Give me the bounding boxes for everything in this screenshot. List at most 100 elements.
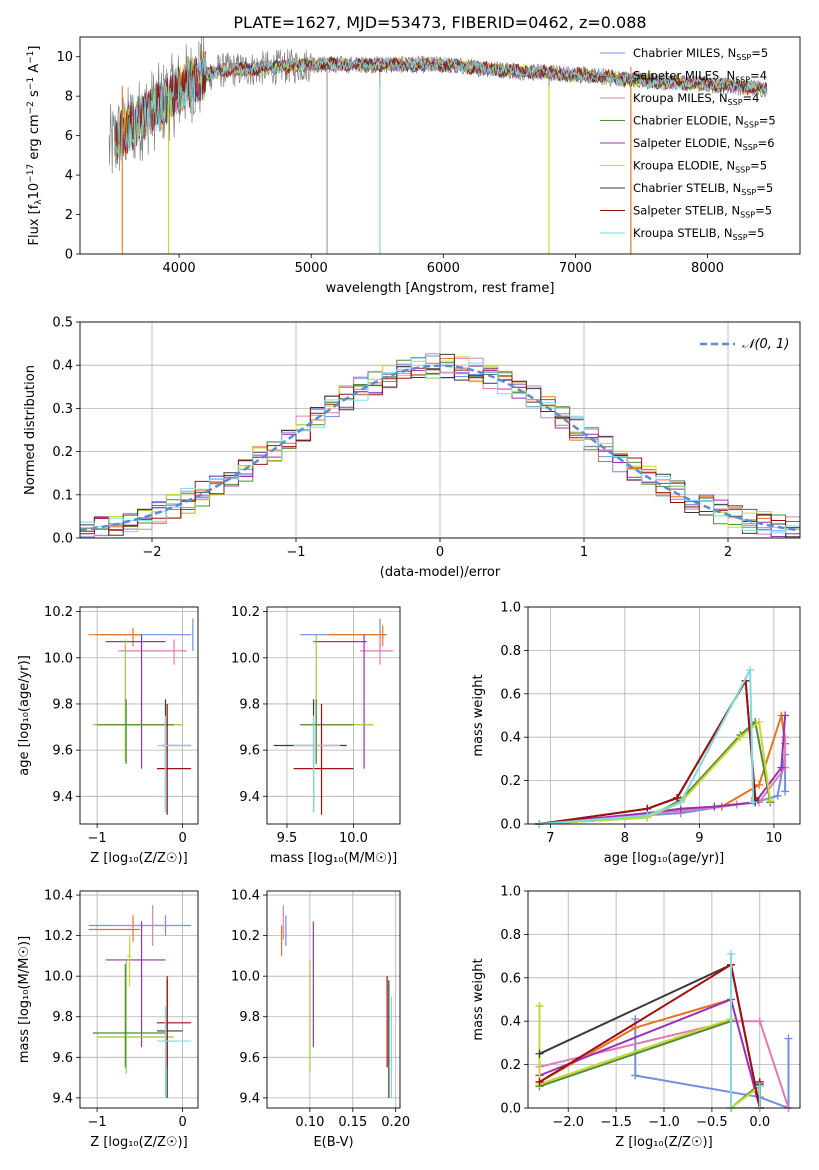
x-axis-label: (data-model)/error: [380, 565, 501, 580]
weight-marker: [784, 1034, 793, 1043]
y-tick-label: 0.0: [500, 818, 521, 833]
legend-sub: SSP: [740, 211, 755, 220]
weight-marker: [755, 718, 764, 727]
legend-entry: Salpeter ELODIE, NSSP=6: [633, 136, 775, 152]
label-part: λ: [34, 199, 44, 205]
legend-model: Kroupa STELIB, N: [633, 226, 733, 240]
x-tick-label: 5000: [295, 261, 328, 276]
weight-marker: [631, 1015, 640, 1024]
weight-series-line: [539, 720, 772, 824]
legend-n: =5: [751, 46, 768, 60]
label-part: −1: [26, 51, 36, 64]
weight-marker: [676, 798, 685, 807]
y-tick-label: 9.6: [239, 1051, 260, 1066]
histogram-series: [80, 357, 800, 538]
x-tick-label: −1.0: [648, 1115, 680, 1130]
y-tick-label: 0.5: [52, 316, 73, 331]
x-axis-label: E(B-V): [313, 1135, 353, 1150]
legend-model: Kroupa ELODIE, N: [633, 159, 735, 173]
label-part: −2: [26, 101, 36, 114]
y-tick-label: 9.6: [52, 744, 73, 759]
weight-marker: [781, 711, 790, 720]
label-part: 10: [27, 183, 42, 200]
x-tick-label: 4000: [163, 261, 196, 276]
legend-n: =4: [743, 91, 760, 105]
weight-marker: [535, 1077, 544, 1086]
legend-entry: Kroupa MILES, NSSP=4: [633, 91, 759, 107]
y-tick-label: 10.2: [231, 605, 260, 620]
x-tick-label: −2: [142, 545, 161, 560]
legend-n: =6: [758, 136, 775, 150]
weight-vs-age-panel: 7 8 9 10 0.0 0.2 0.4 0.6 0.8 1.0 age [log₁₀(age/yr…: [471, 601, 801, 866]
label-part: s: [27, 90, 42, 101]
mass-vs-metallicity-panel: −1 0 9.4 9.6 9.8 10.0 10.2 10.4 Z [log₁₀(Z/Z☉)] m…: [17, 889, 199, 1150]
legend-entry: 𝒩(0, 1): [742, 337, 789, 352]
x-axis-label: age [log₁₀(age/yr)]: [604, 851, 725, 866]
weight-marker: [777, 763, 786, 772]
y-tick-label: 9.4: [52, 1091, 73, 1106]
model-spectrum-line: [115, 54, 767, 161]
y-tick-label: 0.0: [52, 532, 73, 547]
weight-series-line: [539, 1020, 790, 1108]
y-tick-label: 0.2: [52, 445, 73, 460]
y-tick-label: 9.8: [52, 697, 73, 712]
y-tick-label: 8: [65, 90, 73, 105]
label-part: ]: [27, 46, 42, 51]
spectrum-panel: 4000 5000 6000 7000 8000 0 2 4 6 8 10 wavelength [A…: [26, 36, 801, 296]
axes-frame: [266, 606, 401, 825]
x-tick-label: 7000: [559, 261, 592, 276]
y-tick-label: 10.0: [44, 970, 73, 985]
x-tick-label: 0: [436, 545, 444, 560]
x-axis-label: Z [log₁₀(Z/Z☉)]: [90, 851, 187, 866]
weight-marker: [773, 791, 782, 800]
weight-marker: [727, 949, 736, 958]
weight-marker: [781, 733, 790, 742]
y-tick-label: 0.6: [500, 971, 521, 986]
label-part: −17: [26, 164, 36, 183]
axes-frame: [79, 36, 801, 255]
x-tick-label: 8: [621, 831, 629, 846]
legend-model: Chabrier ELODIE, N: [633, 114, 744, 128]
x-tick-label: 0.10: [295, 1115, 324, 1130]
y-tick-label: 10.4: [44, 889, 73, 904]
legend-entry: Salpeter STELIB, NSSP=5: [633, 204, 772, 220]
weight-marker: [781, 787, 790, 796]
legend-sub: SSP: [735, 76, 750, 85]
y-tick-label: 10.0: [231, 651, 260, 666]
weight-marker: [631, 1071, 640, 1080]
x-tick-label: 1: [580, 545, 588, 560]
legend-sub: SSP: [733, 233, 748, 242]
x-tick-label: −2.0: [552, 1115, 584, 1130]
legend-sub: SSP: [741, 188, 756, 197]
y-tick-label: 10.0: [44, 651, 73, 666]
x-tick-label: −0.5: [696, 1115, 728, 1130]
y-tick-label: 0.3: [52, 402, 73, 417]
axes-frame: [79, 606, 199, 825]
y-tick-label: 10.2: [44, 929, 73, 944]
weight-marker: [710, 802, 719, 811]
y-tick-label: 1.0: [500, 601, 521, 616]
legend-n: =5: [750, 159, 767, 173]
legend-n: =4: [750, 69, 767, 83]
weight-marker: [736, 733, 745, 742]
y-tick-label: 9.4: [239, 790, 260, 805]
y-tick-label: 10.2: [231, 929, 260, 944]
legend-entry: Salpeter MILES, NSSP=4: [633, 69, 767, 85]
legend-n: =5: [748, 226, 765, 240]
weight-marker: [535, 1049, 544, 1058]
y-tick-label: 0.4: [500, 1015, 521, 1030]
y-tick-label: 0.4: [52, 359, 73, 374]
x-tick-label: 9: [695, 831, 703, 846]
weight-marker: [535, 1002, 544, 1011]
y-tick-label: 4: [65, 169, 73, 184]
label-part: erg cm: [27, 114, 42, 163]
legend-sub: SSP: [736, 53, 751, 62]
label-part: −1: [26, 77, 36, 90]
y-tick-label: 10.2: [44, 605, 73, 620]
legend-model: Kroupa MILES, N: [633, 91, 728, 105]
mass-vs-ebv-panel: 0.10 0.15 0.20 9.4 9.6 9.8 10.0 10.2 10.4 E(B-V): [231, 889, 410, 1150]
figure-title: PLATE=1627, MJD=53473, FIBERID=0462, z=0…: [233, 13, 646, 32]
residual-histogram-panel: −2 −1 0 1 2 0.0 0.1 0.2 0.3 0.4 0.5 (data-model)/er…: [23, 316, 801, 580]
weight-marker: [755, 780, 764, 789]
y-tick-label: 0.0: [500, 1102, 521, 1117]
